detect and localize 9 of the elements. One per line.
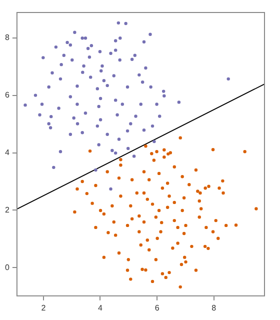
x-tick-label: 6 [154,303,160,312]
x-tick-label: 4 [98,303,104,312]
y-tick-label: 6 [4,90,10,100]
y-tick-label: 4 [4,148,10,157]
y-tick-label: 2 [4,205,10,214]
y-tick-label: 8 [4,33,10,42]
x-tick-label: 2 [41,303,46,312]
y-tick-label: 0 [4,262,10,272]
x-tick-label: 8 [212,303,217,312]
